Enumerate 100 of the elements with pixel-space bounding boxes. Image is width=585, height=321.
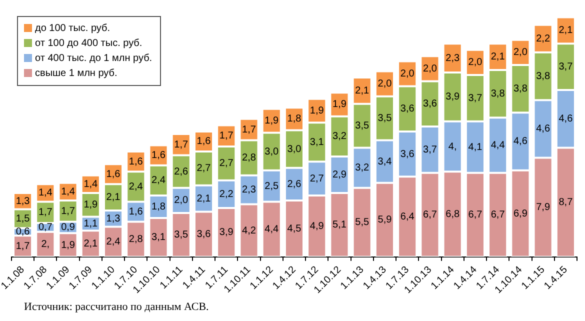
data-label: 5,9 <box>378 214 392 226</box>
data-label: 2,3 <box>242 184 256 196</box>
data-label: 1,7 <box>38 207 53 218</box>
data-label: 2,0 <box>400 68 415 80</box>
data-label: 2,9 <box>332 169 347 180</box>
data-label: 6,8 <box>446 209 460 220</box>
data-label: 2,7 <box>219 158 234 170</box>
data-label: 3,5 <box>378 113 392 124</box>
data-label: 6,7 <box>490 210 506 221</box>
data-label: 3,2 <box>332 131 347 142</box>
data-label: 1,7 <box>219 130 234 142</box>
data-label: 2,2 <box>536 33 550 44</box>
data-label: 6,7 <box>468 210 483 221</box>
data-label: 3,8 <box>536 71 550 82</box>
data-label: 2,5 <box>264 180 279 192</box>
data-label: 5,5 <box>355 217 370 228</box>
data-label: 3,6 <box>400 148 415 160</box>
data-label: 4,2 <box>242 225 256 236</box>
data-label: 2,6 <box>174 166 189 178</box>
data-label: 4,5 <box>287 223 302 234</box>
data-label: 3,1 <box>152 232 166 244</box>
data-label: 1,7 <box>16 241 30 252</box>
data-label: 1,1 <box>84 218 98 230</box>
data-label: 6,4 <box>400 212 415 223</box>
data-label: 5,1 <box>332 220 347 231</box>
data-label: 6,7 <box>423 210 438 221</box>
data-label: 2,1 <box>355 85 370 96</box>
data-label: 3,7 <box>558 62 574 73</box>
data-label: 3,1 <box>310 136 324 148</box>
data-label: 1,9 <box>84 200 98 211</box>
data-label: 3,8 <box>513 84 528 95</box>
data-label: 3,6 <box>423 98 438 110</box>
data-label: 1,4 <box>61 186 76 198</box>
data-label: 3,9 <box>219 227 234 238</box>
data-label: 2,8 <box>242 152 256 164</box>
data-label: 1,6 <box>128 156 144 168</box>
data-label: 0,7 <box>38 222 53 234</box>
data-label: 3,9 <box>446 92 460 103</box>
data-label: 1,8 <box>152 201 166 212</box>
data-label: 1,6 <box>196 136 212 148</box>
data-label: 1,6 <box>152 150 166 162</box>
data-label: 1,9 <box>61 240 76 251</box>
data-label: 2,8 <box>128 234 144 246</box>
data-label: 1,9 <box>310 106 324 117</box>
data-label: 4,6 <box>513 136 528 148</box>
data-label: 7,9 <box>536 202 550 214</box>
data-label: 2,1 <box>490 52 506 63</box>
data-label: 2,7 <box>310 173 324 184</box>
data-label: 3,7 <box>468 92 483 104</box>
data-label: 2,0 <box>378 78 392 90</box>
data-label: 3,2 <box>355 162 370 174</box>
data-label: 2, <box>41 239 50 250</box>
data-label: 4,4 <box>264 224 279 236</box>
data-label: 6,9 <box>513 208 528 220</box>
data-label: 1,8 <box>287 114 302 125</box>
data-label: 2,0 <box>174 195 189 206</box>
data-label: 1,5 <box>16 213 30 224</box>
data-label: 2,0 <box>468 57 483 68</box>
data-label: 4, <box>448 141 457 152</box>
data-label: 2,1 <box>84 238 98 250</box>
text: Источник: рассчитано по данным АСВ. <box>24 301 209 313</box>
data-label: 2,1 <box>106 192 121 204</box>
data-label: 3,6 <box>196 229 212 240</box>
data-label: 2,3 <box>446 52 460 64</box>
data-label: 2,0 <box>513 47 528 58</box>
data-label: 4,9 <box>310 220 324 232</box>
data-label: 3,0 <box>287 144 302 155</box>
legend-label: свыше 1 млн руб. <box>34 67 118 81</box>
data-label: 2,4 <box>128 181 144 192</box>
data-label: 3,5 <box>174 230 189 241</box>
data-label: 1,6 <box>128 206 144 218</box>
data-label: 2,2 <box>219 188 234 200</box>
legend-label: от 100 до 400 тыс. руб. <box>34 37 144 51</box>
data-label: 1,7 <box>61 206 76 217</box>
data-label: 1,7 <box>242 124 256 136</box>
data-label: 1,4 <box>38 188 53 199</box>
data-label: 4,6 <box>558 114 574 125</box>
data-label: 3,6 <box>400 104 415 115</box>
data-label: 3,0 <box>264 146 279 158</box>
data-label: 1,9 <box>332 99 347 110</box>
data-label: 2,4 <box>152 175 166 186</box>
legend-label: от 400 тыс. до 1 млн руб. <box>34 52 152 66</box>
data-label: 3,5 <box>355 120 370 132</box>
data-label: 3,8 <box>490 88 506 100</box>
data-label: 8,7 <box>558 197 574 208</box>
data-label: 1,7 <box>174 139 189 150</box>
data-label: 2,4 <box>106 236 121 248</box>
data-label: 2,1 <box>196 193 212 204</box>
data-label: 2,0 <box>423 63 438 74</box>
data-label: 2,6 <box>287 178 302 190</box>
data-label: 0,9 <box>61 222 76 234</box>
data-label: 4,1 <box>468 142 483 153</box>
data-label: 3,4 <box>378 156 392 168</box>
legend-label: до 100 тыс. руб. <box>34 22 112 36</box>
data-label: 4,4 <box>490 140 506 152</box>
data-label: 2,1 <box>558 25 574 36</box>
data-label: 0,6 <box>16 226 30 238</box>
data-label: 1,6 <box>106 168 121 180</box>
data-label: 4,6 <box>536 124 550 135</box>
data-label: 1,3 <box>106 213 121 224</box>
